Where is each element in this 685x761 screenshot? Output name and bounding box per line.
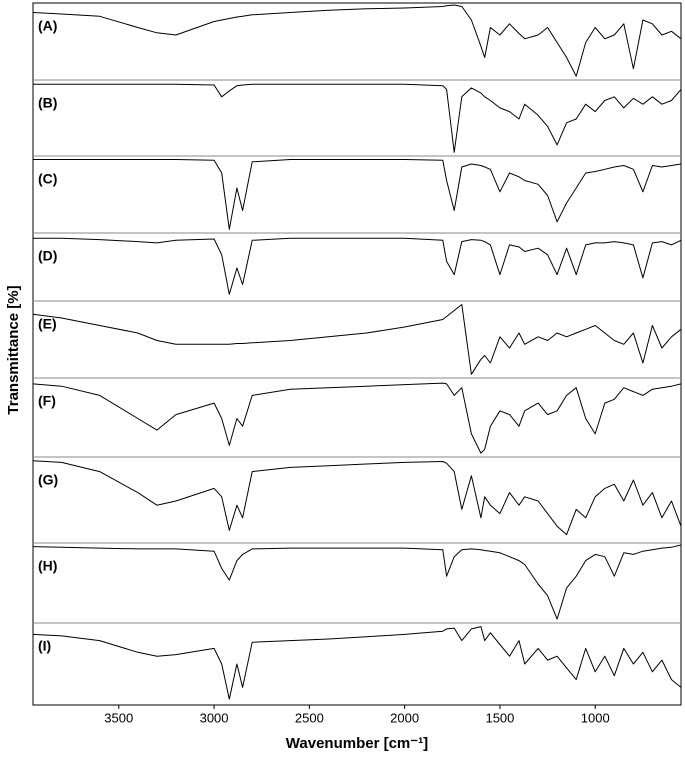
spectrum-line [33,83,682,153]
panel-label: (C) [38,171,57,187]
spectrum-line [33,237,682,295]
spectrum-line [32,626,682,700]
panel-label: (A) [38,18,57,34]
spectrum-line [32,382,682,454]
x-tick-label: 3500 [104,710,133,725]
y-axis-title: Transmittance [%] [5,285,22,414]
x-axis-title: Wavenumber [cm⁻¹] [286,735,428,752]
spectrum-line [32,4,682,77]
spectrum-line [32,544,682,620]
x-tick-label: 3000 [200,710,229,725]
x-tick-label: 1000 [581,710,610,725]
x-tick-label: 2000 [390,710,419,725]
panel-label: (E) [38,316,57,332]
x-tick-label: 1500 [485,710,514,725]
panel-label: (H) [38,558,57,574]
panel-label: (I) [38,638,51,654]
panel-label: (D) [38,248,57,264]
panel-label: (F) [38,393,56,409]
spectrum-line [32,304,682,375]
spectrum-line [32,460,682,536]
panel-label: (G) [38,472,58,488]
x-tick-label: 2500 [295,710,324,725]
spectrum-line [33,159,682,230]
plot-frame [32,2,682,706]
panel-label: (B) [38,95,57,111]
